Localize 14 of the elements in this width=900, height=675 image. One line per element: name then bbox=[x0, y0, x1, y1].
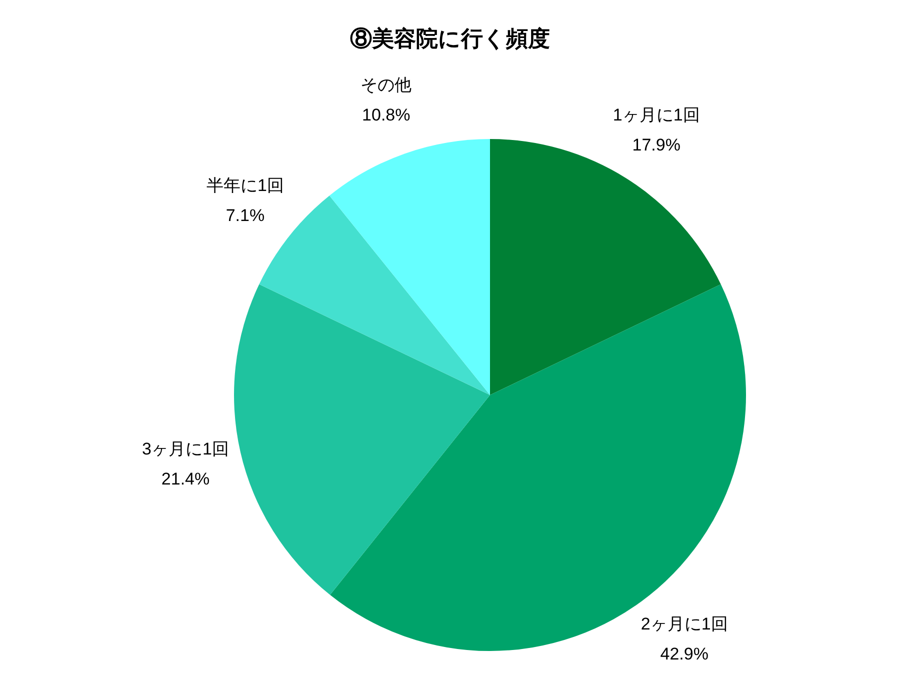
data-label: 21.4% bbox=[161, 470, 210, 488]
data-label: 7.1% bbox=[226, 206, 265, 226]
data-label: 17.9% bbox=[632, 136, 680, 155]
pie-slice bbox=[329, 139, 490, 395]
slice-label: 1ヶ月に1回 bbox=[612, 106, 700, 125]
slice-label: 2ヶ月に1回 bbox=[640, 614, 728, 634]
chart-title: ⑧美容院に行く頻度 bbox=[350, 26, 550, 51]
pie-slice bbox=[490, 139, 721, 395]
pie-slice bbox=[234, 284, 490, 595]
data-label: 10.8% bbox=[362, 105, 410, 124]
slice-label: 半年に1回 bbox=[206, 176, 284, 196]
slice-label: その他 bbox=[360, 75, 412, 94]
slice-label: 3ヶ月に1回 bbox=[142, 440, 229, 458]
data-label: 42.9% bbox=[660, 644, 708, 664]
